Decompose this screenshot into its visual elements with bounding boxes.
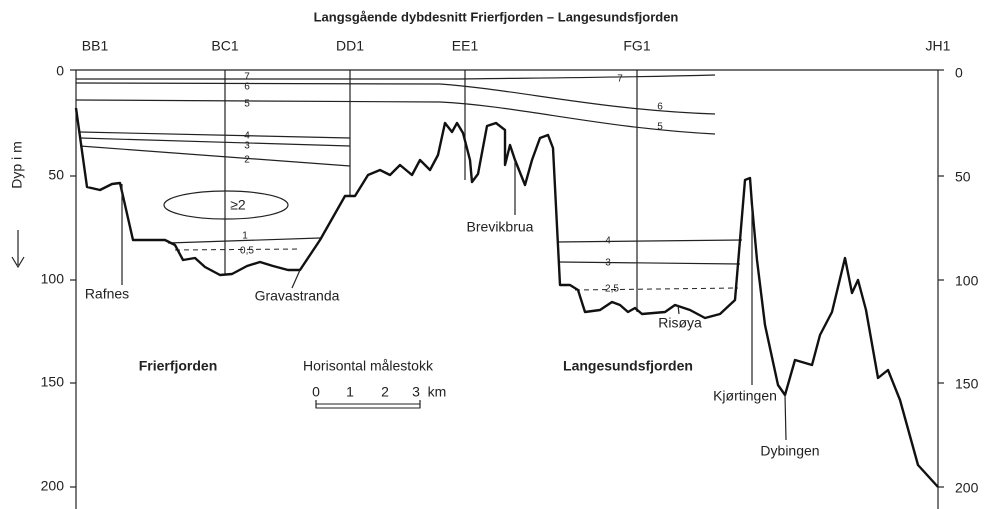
contour-label: 7 (244, 72, 250, 83)
scale-bar (315, 400, 421, 409)
contour-label: 3 (244, 141, 250, 152)
contour-label: 6 (244, 82, 250, 93)
contour-label: 2 (244, 155, 250, 166)
contour-label: 4 (244, 131, 250, 142)
contour-label: 2,5 (605, 284, 619, 295)
contour-label: 4 (605, 236, 611, 247)
scale-title: Horisontal målestokk (303, 358, 434, 374)
tick-label: 100 (955, 273, 979, 289)
tick-label: 200 (955, 480, 979, 496)
scale-label: 3 (412, 384, 420, 400)
scale-label: 0 (312, 384, 320, 400)
tick-label: 150 (955, 376, 979, 392)
place-label: Risøya (658, 315, 702, 331)
contours (75, 74, 743, 291)
station-lines (224, 70, 638, 312)
tick-label: 150 (41, 374, 65, 390)
bottom-profile (74, 107, 939, 488)
contour-label: 7 (617, 74, 623, 85)
down-arrow (11, 230, 25, 269)
station: JH1 (926, 38, 951, 54)
tick-label: 0 (56, 63, 64, 79)
contour-label: ≥2 (230, 197, 246, 213)
contour-label: 5 (244, 99, 250, 110)
region-label: Langesundsfjorden (563, 358, 693, 374)
station: DD1 (336, 38, 364, 54)
station: FG1 (623, 38, 650, 54)
tick-label: 200 (41, 478, 65, 494)
station: BC1 (211, 38, 238, 54)
scale-label: 2 (381, 384, 389, 400)
contour-label: 1 (242, 231, 248, 242)
station: BB1 (82, 38, 109, 54)
station: EE1 (452, 38, 479, 54)
scale-label: km (428, 384, 447, 400)
contour-label: 5 (657, 122, 663, 133)
scale-label: 1 (346, 384, 354, 400)
tick-label: 0 (955, 65, 963, 81)
tick-label: 50 (955, 169, 971, 185)
contour-label: 6 (657, 102, 663, 113)
region-label: Frierfjorden (139, 358, 218, 374)
place-label: Brevikbrua (467, 219, 534, 235)
place-label: Dybingen (760, 443, 819, 459)
title: Langsgående dybdesnitt Frierfjorden – La… (314, 9, 679, 24)
tick-label: 100 (41, 271, 65, 287)
place-label: Kjørtingen (713, 388, 777, 404)
leaders (121, 160, 787, 441)
left-ticks (70, 69, 944, 488)
contour-label: 0,5 (240, 246, 254, 257)
axis-label: Dyp i m (9, 141, 25, 188)
contour-label: 3 (605, 258, 611, 269)
place-label: Rafnes (85, 286, 129, 302)
place-label: Gravastranda (255, 288, 340, 304)
tick-label: 50 (48, 167, 64, 183)
